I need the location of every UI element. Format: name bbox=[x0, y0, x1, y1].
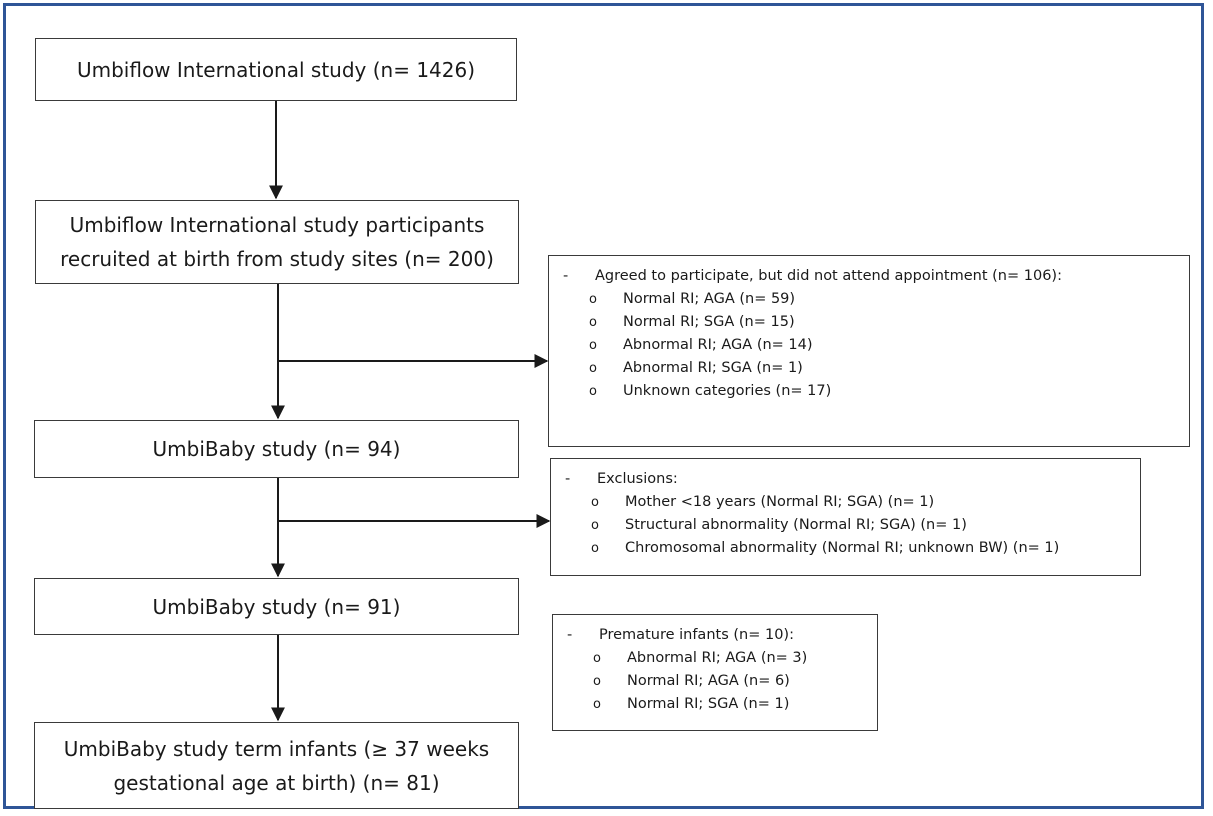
exclusions-list: o Mother <18 years (Normal RI; SGA) (n= 1… bbox=[565, 491, 1130, 560]
list-item: o Abnormal RI; SGA (n= 1) bbox=[589, 357, 1179, 380]
list-item: o Unknown categories (n= 17) bbox=[589, 380, 1179, 403]
list-item: o Mother <18 years (Normal RI; SGA) (n= 1… bbox=[591, 491, 1130, 514]
list-item: o Chromosomal abnormality (Normal RI; unk… bbox=[591, 537, 1130, 560]
box-umbibaby-94: UmbiBaby study (n= 94) bbox=[34, 420, 519, 478]
box-not-attended: - Agreed to participate, but did not atte… bbox=[548, 255, 1190, 447]
box-exclusions: - Exclusions: o Mother <18 years (Normal R… bbox=[550, 458, 1141, 576]
premature-heading: - Premature infants (n= 10): bbox=[567, 627, 794, 643]
list-item: o Normal RI; SGA (n= 1) bbox=[593, 693, 867, 716]
list-item: o Abnormal RI; AGA (n= 14) bbox=[589, 334, 1179, 357]
bullet-icon: o bbox=[589, 384, 597, 399]
box-umbiflow-study: Umbiflow International study (n= 1426) bbox=[35, 38, 517, 101]
list-item: o Normal RI; SGA (n= 15) bbox=[589, 311, 1179, 334]
box-umbibaby-94-text: UmbiBaby study (n= 94) bbox=[152, 437, 401, 461]
bullet-icon: o bbox=[593, 697, 601, 712]
bullet-icon: o bbox=[593, 674, 601, 689]
list-item: o Abnormal RI; AGA (n= 3) bbox=[593, 647, 867, 670]
box-premature: - Premature infants (n= 10): o Abnormal RI… bbox=[552, 614, 878, 731]
box-umbibaby-91: UmbiBaby study (n= 91) bbox=[34, 578, 519, 635]
box-umbiflow-study-text: Umbiflow International study (n= 1426) bbox=[76, 57, 476, 82]
bullet-icon: o bbox=[589, 292, 597, 307]
bullet-icon: o bbox=[589, 338, 597, 353]
box-term-infants: UmbiBaby study term infants (≥ 37 weeks … bbox=[34, 722, 519, 809]
list-item: o Structural abnormality (Normal RI; SGA)… bbox=[591, 514, 1130, 537]
bullet-icon: o bbox=[591, 518, 599, 533]
box-recruited-line2: recruited at birth from study sites (n= … bbox=[60, 247, 494, 271]
box-recruited-line1: Umbiflow International study participant… bbox=[69, 213, 485, 237]
box-term-infants-line2: gestational age at birth) (n= 81) bbox=[113, 770, 440, 795]
bullet-icon: o bbox=[593, 651, 601, 666]
bullet-icon: o bbox=[591, 495, 599, 510]
box-umbibaby-91-text: UmbiBaby study (n= 91) bbox=[152, 594, 401, 619]
premature-list: o Abnormal RI; AGA (n= 3) o Normal RI; AGA… bbox=[567, 647, 867, 716]
box-term-infants-line1: UmbiBaby study term infants (≥ 37 weeks bbox=[63, 736, 490, 761]
list-item: o Normal RI; AGA (n= 6) bbox=[593, 670, 867, 693]
not-attended-list: o Normal RI; AGA (n= 59) o Normal RI; SGA … bbox=[563, 288, 1179, 403]
exclusions-heading: - Exclusions: bbox=[565, 471, 678, 487]
bullet-icon: o bbox=[591, 541, 599, 556]
bullet-icon: o bbox=[589, 315, 597, 330]
bullet-icon: o bbox=[589, 361, 597, 376]
box-recruited-participants: Umbiflow International study participant… bbox=[35, 200, 519, 284]
not-attended-heading: - Agreed to participate, but did not atte… bbox=[563, 268, 1062, 284]
list-item: o Normal RI; AGA (n= 59) bbox=[589, 288, 1179, 311]
